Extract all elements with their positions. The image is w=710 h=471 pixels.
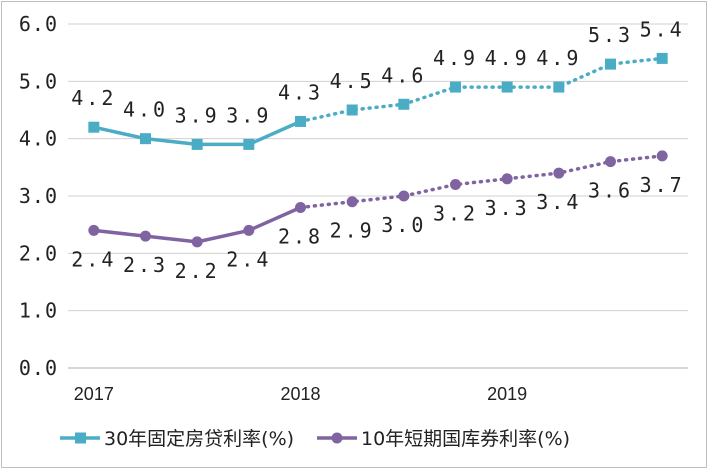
data-label: 4.3: [278, 80, 323, 104]
x-axis-ticks: 2017 2018 2019: [74, 384, 527, 404]
data-label: 2.2: [175, 259, 220, 283]
legend-marker-square: [75, 432, 86, 444]
legend: 30年固定房贷利率(%) 10年短期国库券利率(%): [60, 428, 570, 450]
data-label: 4.6: [381, 63, 426, 87]
data-point-square: [398, 98, 410, 110]
legend-marker-circle: [331, 432, 343, 444]
data-point-circle: [553, 167, 565, 179]
x-tick-label: 2017: [74, 384, 114, 404]
x-tick-label: 2018: [280, 384, 320, 404]
data-point-circle: [243, 224, 255, 236]
data-label: 3.3: [485, 196, 530, 220]
series-markers: [88, 52, 668, 248]
data-label: 4.0: [123, 98, 168, 122]
data-label: 3.7: [640, 173, 685, 197]
data-point-square: [88, 121, 100, 133]
data-labels: 4.2 4.0 3.9 3.94.3 4.5 4.64.9 4.9 4.95.3 5.42.4 2…: [71, 17, 685, 283]
data-label: 3.9: [175, 103, 220, 127]
data-point-square: [501, 81, 513, 93]
data-point-circle: [501, 173, 513, 185]
data-point-circle: [398, 190, 410, 202]
data-point-square: [243, 138, 255, 150]
data-point-square: [295, 115, 306, 127]
series-line-dotted: [298, 56, 664, 124]
data-point-circle: [295, 201, 306, 213]
y-tick-label: 1.0: [19, 299, 58, 323]
data-label: 3.6: [588, 179, 633, 203]
data-label: 2.8: [278, 224, 323, 248]
y-tick-label: 6.0: [19, 12, 58, 36]
data-point-square: [191, 138, 203, 150]
data-point-circle: [450, 179, 461, 191]
data-label: 4.9: [485, 46, 530, 70]
x-tick-label: 2019: [487, 384, 527, 404]
data-label: 2.9: [330, 219, 375, 243]
data-point-square: [346, 104, 358, 116]
data-label: 4.9: [433, 46, 478, 70]
legend-label: 30年固定房贷利率(%): [104, 428, 294, 450]
data-label: 2.4: [71, 247, 116, 271]
data-label: 3.0: [381, 213, 426, 237]
y-tick-label: 5.0: [19, 69, 58, 93]
y-axis-ticks: 0.0 1.0 2.0 3.0 4.0 5.0 6.0: [19, 12, 58, 380]
series-lines: [93, 56, 664, 244]
data-label: 4.2: [71, 86, 116, 110]
data-label: 4.5: [330, 69, 375, 93]
y-tick-label: 0.0: [19, 356, 58, 380]
y-tick-label: 4.0: [19, 127, 58, 151]
data-label: 3.2: [433, 202, 478, 226]
data-point-square: [553, 81, 565, 93]
legend-label: 10年短期国库券利率(%): [361, 428, 570, 450]
series-line-dotted: [298, 154, 664, 210]
data-point-square: [605, 58, 616, 70]
data-point-square: [140, 133, 151, 145]
data-label: 5.4: [640, 17, 685, 41]
data-point-circle: [191, 236, 203, 248]
data-point-circle: [88, 224, 100, 236]
y-tick-label: 2.0: [19, 241, 58, 265]
data-label: 4.9: [536, 46, 581, 70]
data-label: 2.4: [226, 247, 271, 271]
gridlines: [68, 23, 688, 369]
data-label: 2.3: [123, 253, 168, 277]
y-tick-label: 3.0: [19, 184, 58, 208]
data-point-circle: [605, 156, 616, 168]
data-point-square: [450, 81, 461, 93]
data-label: 5.3: [588, 23, 633, 47]
data-point-circle: [656, 150, 668, 162]
data-label: 3.9: [226, 103, 271, 127]
data-point-circle: [140, 230, 151, 242]
data-point-circle: [346, 196, 358, 208]
data-point-square: [656, 52, 668, 64]
data-label: 3.4: [536, 190, 581, 214]
